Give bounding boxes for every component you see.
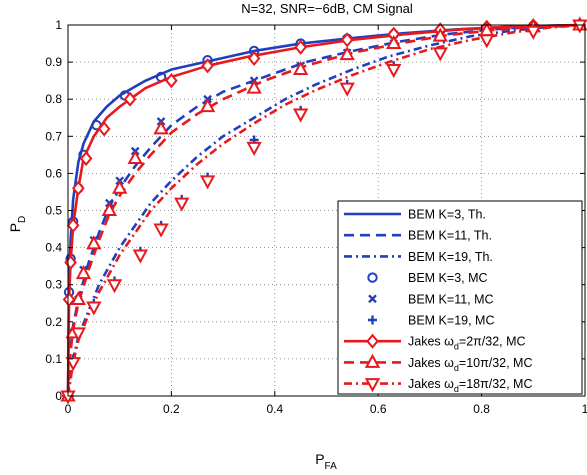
y-tick-label: 0.4 [45, 241, 62, 255]
x-tick-label: 0.8 [473, 402, 490, 416]
series-7-point [112, 179, 128, 194]
series-7-point [70, 290, 87, 306]
legend-marker-4 [368, 294, 377, 304]
series-8-point [246, 141, 262, 157]
series-6-point [62, 291, 76, 308]
legend-label-5: BEM K=19, MC [408, 314, 495, 328]
x-tick-label: 1 [582, 402, 587, 416]
y-tick-label: 0.1 [45, 352, 62, 366]
legend-label-0: BEM K=3, Th. [408, 208, 486, 222]
x-tick-label: 0 [65, 402, 72, 416]
y-tick-label: 0 [55, 389, 62, 403]
x-axis-label: PFA [315, 451, 337, 472]
legend-marker-6 [366, 333, 379, 349]
series-7-point [386, 34, 402, 50]
series-6-point [201, 58, 214, 74]
series-8-point [479, 34, 495, 49]
series-8-point [572, 19, 587, 34]
legend-label-7: Jakes ωd=10π/32, MC [408, 356, 533, 373]
legend-label-2: BEM K=19, Th. [408, 250, 493, 264]
legend: BEM K=3, Th. BEM K=11, Th. BEM K=19, Th. BE… [337, 200, 583, 395]
legend-marker-5 [368, 315, 377, 325]
series-layer [60, 16, 587, 405]
legend-marker-8 [364, 378, 381, 393]
series-line-2 [66, 23, 586, 397]
y-tick-label: 0.9 [45, 55, 62, 69]
y-tick-label: 0.6 [45, 166, 62, 180]
y-tick-label: 0.3 [45, 278, 62, 292]
legend-marker-7 [364, 353, 381, 368]
series-7-point [246, 79, 262, 94]
series-7-point [199, 98, 216, 113]
series-8-point [65, 357, 81, 372]
series-7-point [75, 264, 92, 280]
series-6-point [340, 32, 354, 48]
series-7-point [86, 235, 102, 250]
series-8-point [106, 279, 123, 294]
legend-label-4: BEM K=11, MC [408, 292, 494, 306]
x-tick-label: 0.2 [163, 402, 180, 416]
y-tick-label: 0.8 [45, 92, 62, 106]
legend-label-6: Jakes ωd=2π/32, MC [408, 335, 526, 352]
series-2 [66, 23, 586, 397]
series-6-point [97, 121, 111, 137]
legend-label-1: BEM K=11, Th. [408, 229, 492, 243]
series-8-point [386, 64, 402, 79]
series-8-point [86, 301, 102, 316]
y-tick-label: 0.7 [45, 129, 62, 143]
series-8-point [132, 249, 149, 264]
x-tick-label: 0.6 [370, 402, 387, 416]
series-line-7 [66, 23, 586, 397]
legend-marker-3 [367, 272, 378, 283]
y-tick-label: 0.5 [45, 204, 62, 218]
chart-title: N=32, SNR=−6dB, CM Signal [241, 1, 413, 16]
series-6-point [247, 50, 261, 66]
legend-label-8: Jakes ωd=18π/32, MC [408, 377, 533, 394]
series-6-point [123, 91, 137, 107]
y-axis-label: PD [7, 216, 28, 233]
series-7-point [292, 60, 309, 76]
y-tick-label: 1 [55, 18, 62, 32]
series-8-point [174, 197, 190, 212]
series-6-point [165, 73, 178, 89]
series-8-point [153, 223, 169, 238]
y-tick-label: 0.2 [45, 315, 62, 329]
series-7-point [127, 149, 143, 165]
series-6-point [79, 150, 93, 167]
series-8-point [292, 108, 309, 123]
series-7-point [432, 27, 448, 42]
series-8 [60, 19, 587, 405]
series-6-point [72, 180, 85, 196]
series-8-point [432, 47, 448, 62]
series-8-point [70, 327, 87, 342]
series-7-point [153, 120, 169, 135]
series-8-point [525, 25, 541, 40]
series-6-point [294, 39, 307, 55]
series-6-point [66, 217, 80, 233]
series-7-point [101, 201, 118, 216]
series-7-point [339, 46, 355, 61]
x-tick-label: 0.4 [266, 402, 283, 416]
series-8-point [199, 175, 216, 190]
series-8-point [339, 82, 355, 97]
legend-label-3: BEM K=3, MC [408, 271, 488, 285]
